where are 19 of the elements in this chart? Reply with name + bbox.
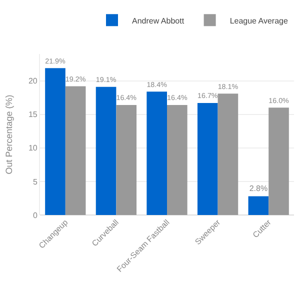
legend-label: Andrew Abbott: [132, 16, 185, 26]
y-axis-title: Out Percentage (%): [4, 94, 14, 174]
bar: [116, 104, 137, 215]
bar: [45, 68, 66, 215]
bar: [197, 102, 218, 215]
bar: [146, 92, 167, 215]
bar: [167, 104, 188, 215]
y-tick-label: 15: [28, 110, 38, 120]
y-tick-label: 10: [28, 144, 38, 153]
y-tick-label: 5: [32, 177, 38, 186]
bar: [248, 196, 269, 215]
bar: [65, 86, 86, 215]
bar: [218, 94, 238, 215]
bar: [268, 108, 289, 215]
bar: [96, 86, 116, 215]
y-tick-label: 20: [28, 76, 38, 86]
legend-label: League Average: [230, 16, 288, 26]
y-tick-label: 0: [32, 210, 38, 220]
data-label: 2.8%: [249, 184, 268, 194]
